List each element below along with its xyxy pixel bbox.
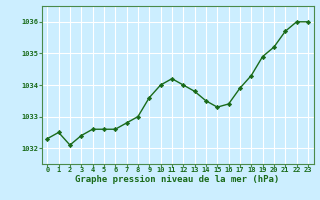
X-axis label: Graphe pression niveau de la mer (hPa): Graphe pression niveau de la mer (hPa) — [76, 175, 280, 184]
